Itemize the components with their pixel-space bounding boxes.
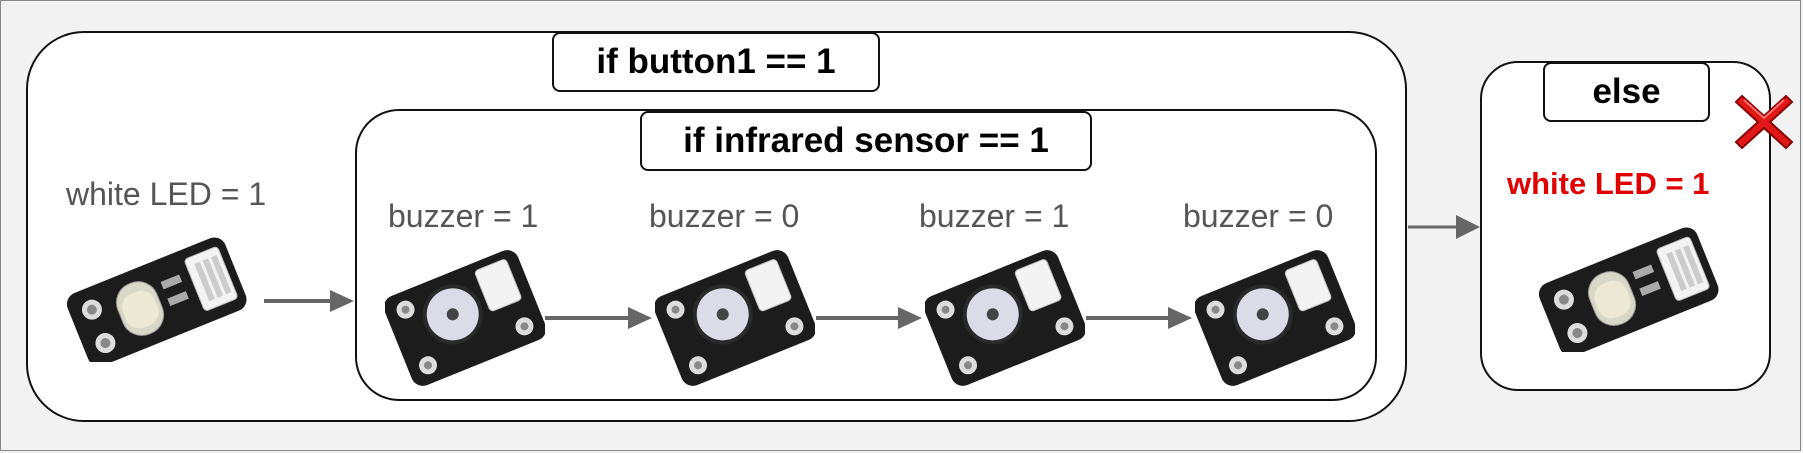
else-condition: else bbox=[1543, 62, 1710, 122]
step-2-label: buzzer = 0 bbox=[649, 198, 800, 234]
arrow-led-to-inner-if bbox=[264, 290, 354, 312]
step-4-label: buzzer = 0 bbox=[1183, 198, 1334, 234]
before-led-label: white LED = 1 bbox=[66, 176, 267, 212]
outer-if-condition: if button1 == 1 bbox=[552, 32, 880, 92]
arrow-if-to-else bbox=[1408, 215, 1480, 239]
inner-if-condition: if infrared sensor == 1 bbox=[640, 111, 1092, 171]
step-3-label: buzzer = 1 bbox=[919, 198, 1070, 234]
buzzer-module-icon bbox=[1195, 250, 1355, 386]
led-module-icon bbox=[66, 237, 247, 362]
buzzer-module-icon bbox=[385, 250, 545, 386]
red-x-icon bbox=[1734, 94, 1794, 150]
arrow-step3-to-step4 bbox=[1086, 307, 1192, 329]
buzzer-module-icon bbox=[925, 250, 1085, 386]
else-led-label: white LED = 1 bbox=[1507, 166, 1710, 201]
step-1-label: buzzer = 1 bbox=[388, 198, 539, 234]
arrow-step2-to-step3 bbox=[816, 307, 922, 329]
arrow-step1-to-step2 bbox=[545, 307, 652, 329]
buzzer-module-icon bbox=[655, 250, 815, 386]
led-module-icon bbox=[1538, 227, 1719, 352]
